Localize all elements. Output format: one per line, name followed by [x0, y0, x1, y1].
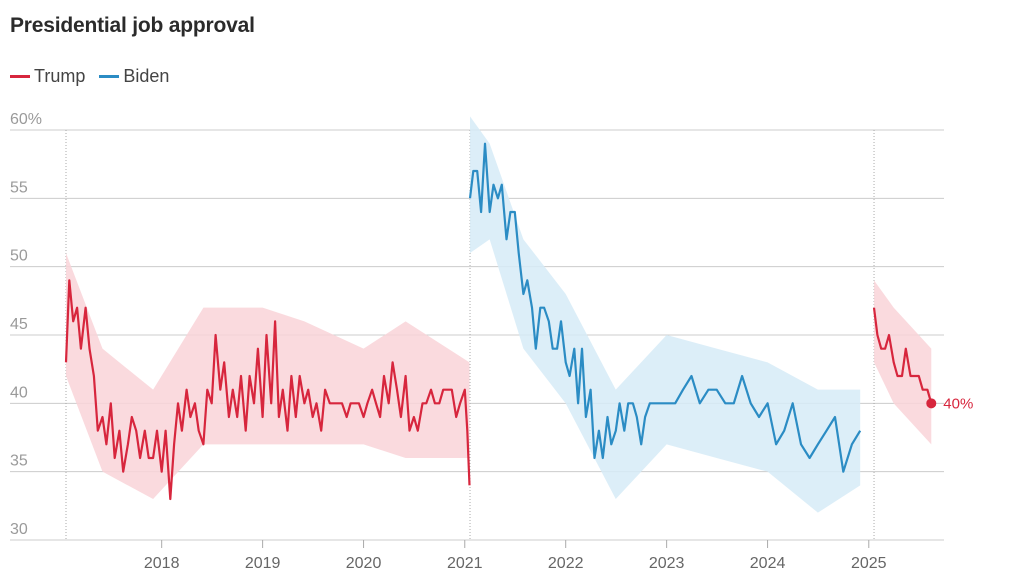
y-tick-label-60: 60% — [10, 111, 42, 128]
band-trump-1 — [874, 280, 932, 445]
chart-title: Presidential job approval — [10, 14, 255, 37]
series-line-biden-0 — [468, 142, 862, 473]
legend-item-biden: Biden — [99, 66, 169, 87]
series-line-trump-1 — [872, 307, 933, 404]
x-tick-label-2021: 2021 — [447, 555, 483, 572]
x-tick-label-2018: 2018 — [144, 555, 180, 572]
x-tick-label-2022: 2022 — [548, 555, 584, 572]
x-tick-label-2020: 2020 — [346, 555, 382, 572]
x-tick-label-2025: 2025 — [851, 555, 887, 572]
y-tick-label-50: 50 — [10, 248, 28, 265]
y-tick-label-40: 40 — [10, 384, 28, 401]
legend-swatch-biden — [99, 75, 120, 78]
band-biden-0 — [470, 116, 861, 513]
series-line-trump-0 — [64, 279, 471, 501]
y-tick-label-30: 30 — [10, 521, 28, 538]
x-tick-label-2019: 2019 — [245, 555, 281, 572]
legend: Trump Biden — [10, 66, 169, 87]
legend-label-biden: Biden — [123, 66, 170, 86]
y-tick-label-45: 45 — [10, 316, 28, 333]
legend-item-trump: Trump — [10, 66, 85, 87]
y-tick-label-35: 35 — [10, 453, 28, 470]
legend-label-trump: Trump — [34, 66, 86, 86]
band-trump-0 — [66, 253, 470, 499]
end-point-label: 40% — [943, 395, 973, 412]
legend-swatch-trump — [10, 75, 30, 78]
y-tick-label-55: 55 — [10, 179, 28, 196]
end-point-marker — [926, 398, 937, 409]
x-tick-label-2023: 2023 — [649, 555, 685, 572]
x-tick-label-2024: 2024 — [750, 555, 786, 572]
